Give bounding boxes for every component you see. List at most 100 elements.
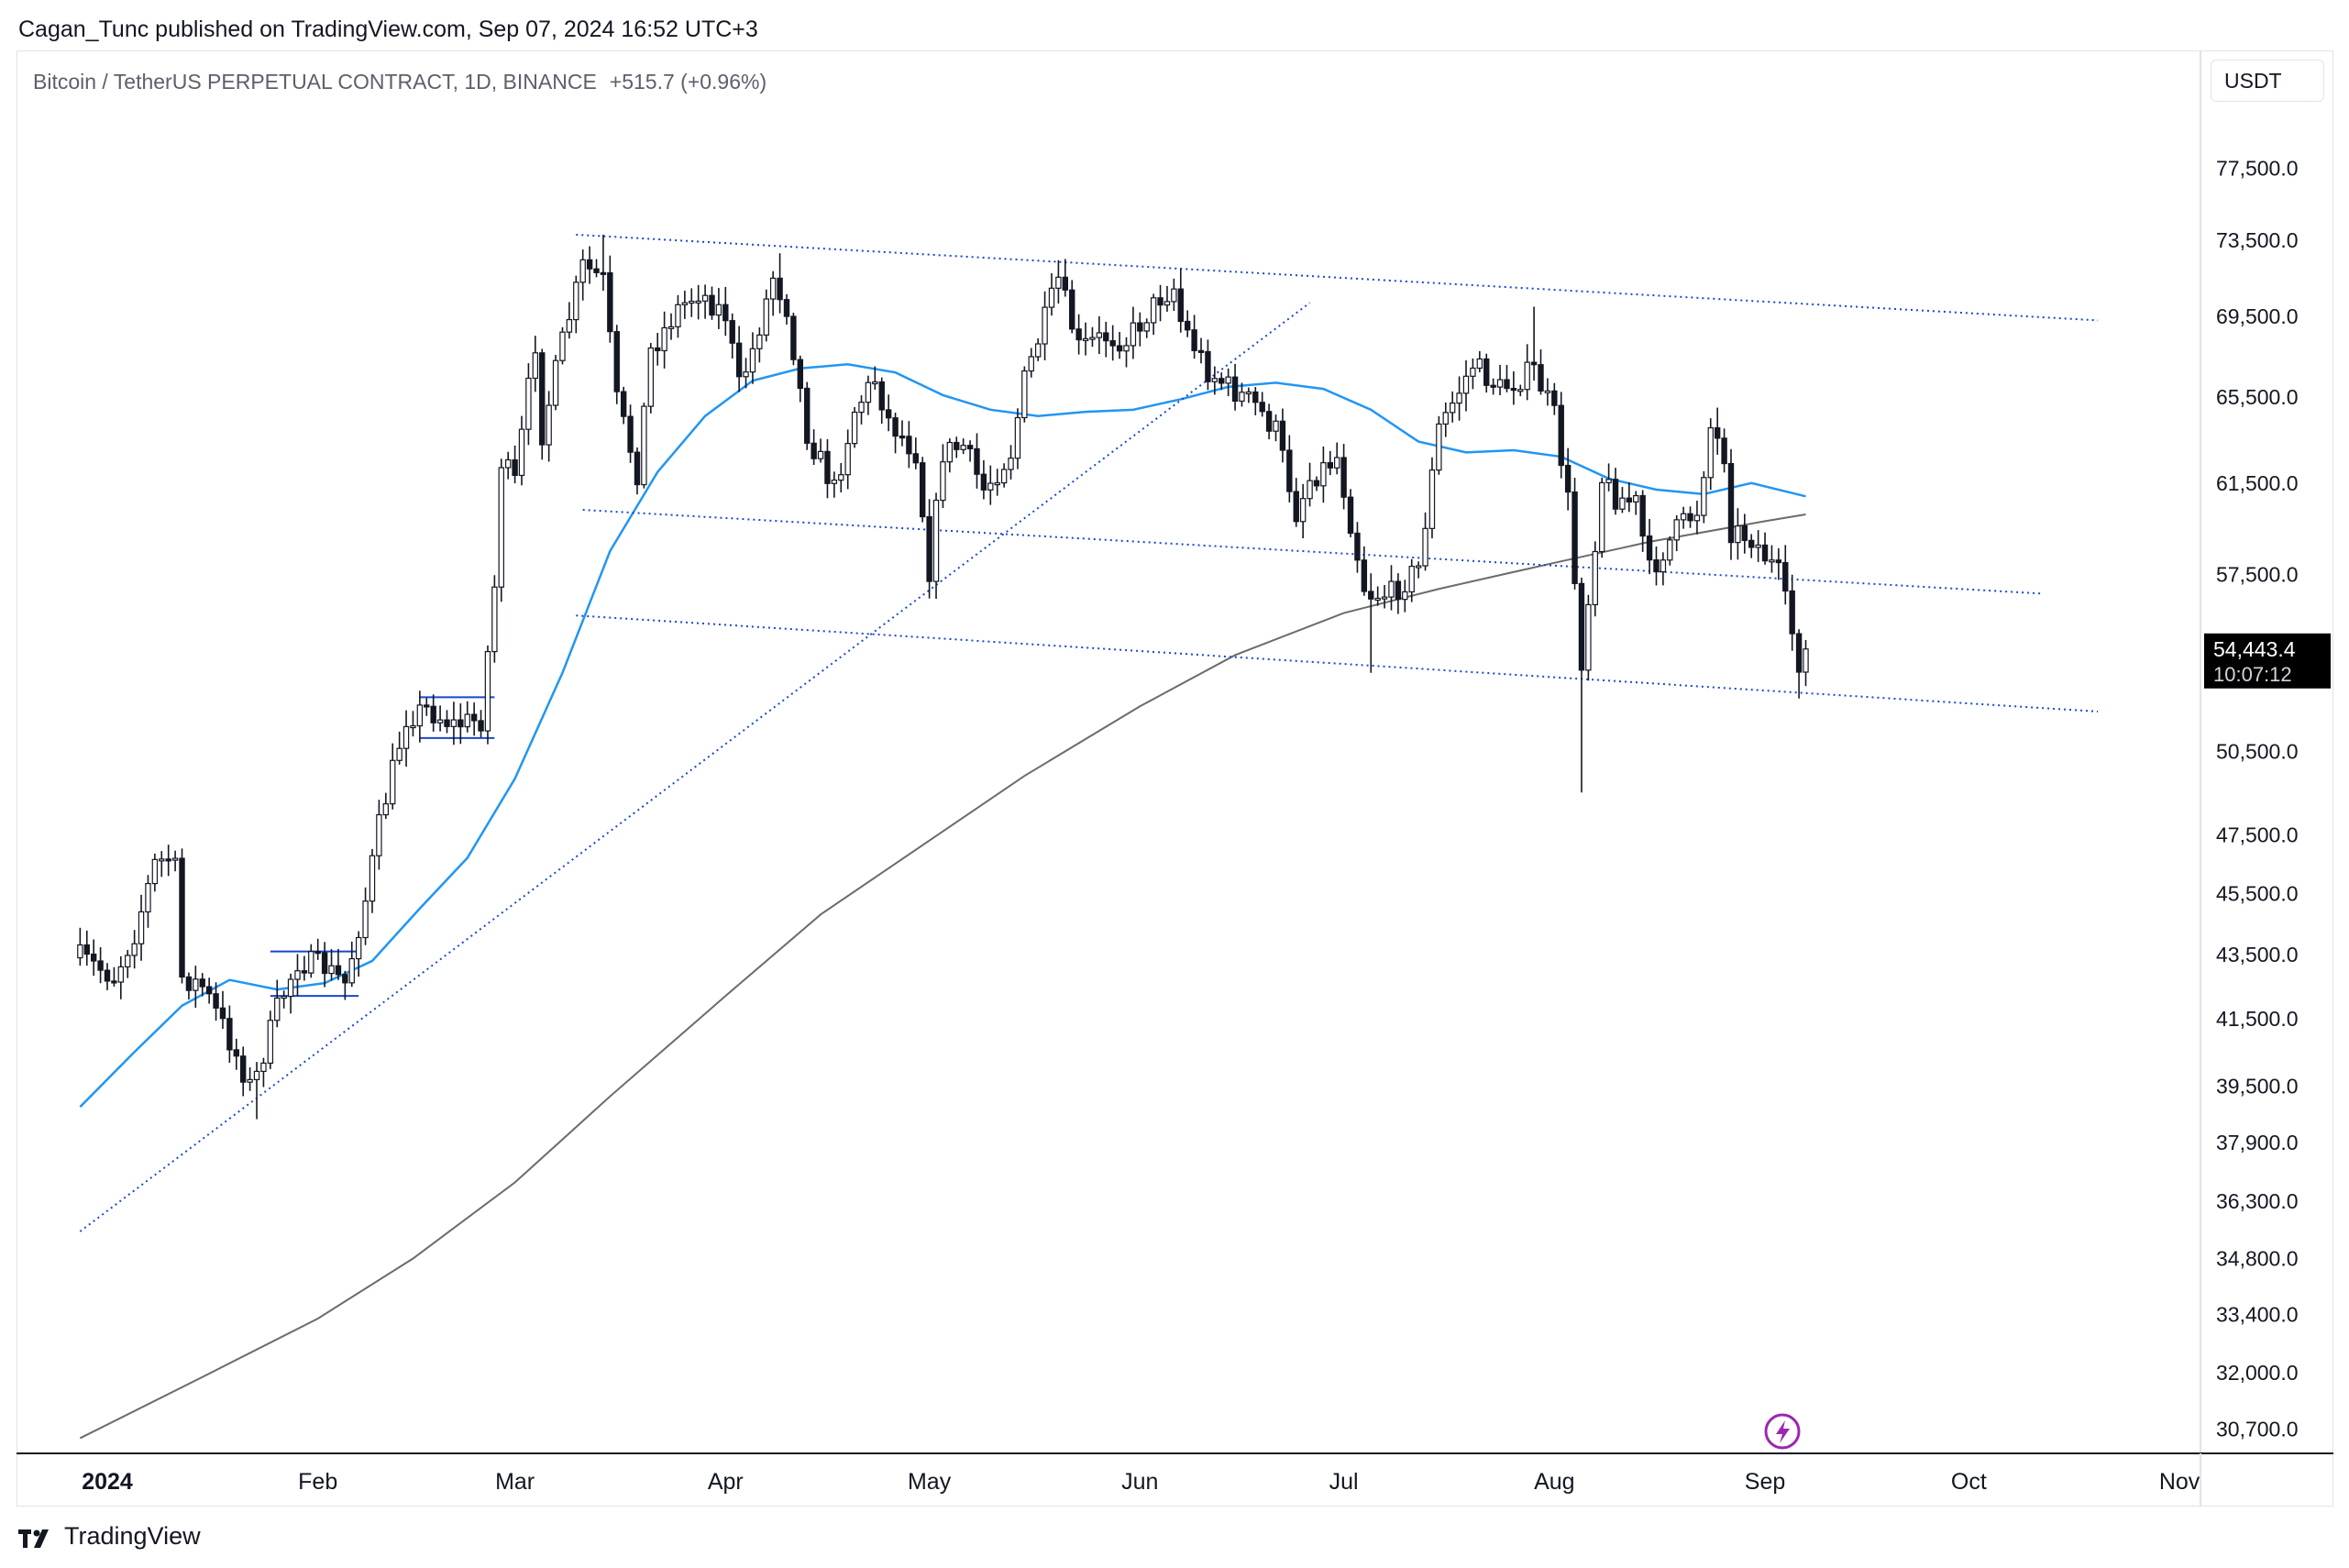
candle-down (607, 271, 613, 333)
candle-up (1299, 498, 1307, 523)
candle-down (1069, 289, 1075, 330)
candle-up (1660, 559, 1667, 573)
price-tick-label: 33,400.0 (2216, 1303, 2299, 1327)
candle-up (1619, 497, 1626, 510)
candle-up (756, 334, 763, 349)
time-tick-label: Feb (298, 1469, 337, 1495)
candle-down (179, 857, 185, 978)
price-tick-label: 41,500.0 (2216, 1007, 2299, 1031)
candle-down (321, 952, 328, 975)
candle-up (247, 1078, 253, 1083)
candle-up (396, 747, 403, 761)
candle-up (1089, 337, 1096, 340)
candle-down (1286, 449, 1293, 492)
candle-up (1633, 494, 1639, 502)
candle-up (1021, 370, 1028, 419)
candle-down (824, 450, 831, 484)
candle-down (1340, 457, 1347, 498)
candle-down (1293, 491, 1299, 523)
candle-up (1470, 367, 1476, 377)
candle-up (348, 957, 355, 984)
candle-up (1517, 389, 1524, 392)
candle-down (620, 391, 627, 417)
price-tick-label: 32,000.0 (2216, 1361, 2299, 1385)
candle-down (655, 347, 661, 352)
candle-down (1361, 559, 1368, 592)
candle-up (382, 803, 390, 816)
price-tick-label: 39,500.0 (2216, 1074, 2299, 1098)
time-tick-label: Mar (495, 1469, 535, 1495)
candle-down (804, 387, 811, 444)
candle-down (1795, 633, 1803, 673)
price-tick-label: 43,500.0 (2216, 943, 2299, 966)
candle-up (546, 404, 552, 446)
candle-down (1578, 582, 1585, 671)
candle-down (165, 858, 171, 862)
time-tick-label: Jul (1329, 1469, 1359, 1495)
candle-up (193, 978, 199, 991)
candle-down (219, 1007, 226, 1020)
candle-down (1504, 379, 1510, 390)
candle-up (1680, 513, 1687, 521)
candle-up (125, 955, 131, 967)
candle-up (1476, 358, 1483, 370)
candle-up (410, 724, 416, 729)
candle-up (858, 402, 865, 414)
candle-down (1075, 328, 1082, 341)
price-tick-label: 34,800.0 (2216, 1247, 2299, 1271)
candle-up (491, 586, 498, 653)
candle-up (681, 302, 689, 305)
candle-up (1673, 519, 1680, 541)
candle-down (1490, 384, 1496, 388)
candle-up (1667, 539, 1673, 561)
candle-down (199, 978, 205, 988)
candle-up (1034, 343, 1042, 358)
candle-up (253, 1070, 260, 1080)
candle-down (600, 271, 607, 275)
candle-up (1334, 457, 1340, 469)
candle-up (138, 911, 145, 944)
candle-up (946, 441, 954, 463)
candle-up (504, 458, 512, 469)
candle-down (1653, 559, 1660, 573)
candle-down (1775, 559, 1782, 564)
time-tick-label: May (908, 1469, 952, 1495)
candle-down (1354, 532, 1361, 561)
candle-up (831, 480, 838, 484)
candle-down (1551, 390, 1558, 406)
candle-down (912, 453, 919, 464)
candle-up (416, 704, 424, 727)
candle-down (233, 1049, 239, 1057)
candle-down (1219, 378, 1225, 384)
candle-up (1605, 479, 1612, 484)
candle-down (919, 462, 926, 518)
candle-down (1564, 464, 1572, 493)
currency-button[interactable]: USDT (2211, 60, 2324, 102)
candle-up (865, 381, 872, 403)
candle-down (90, 953, 97, 962)
candle-down (1483, 358, 1490, 386)
price-tick-label: 69,500.0 (2216, 304, 2299, 328)
candle-up (1055, 276, 1062, 289)
candle-down (1205, 350, 1211, 382)
candle-up (1415, 565, 1422, 569)
candle-up (450, 719, 458, 727)
price-change: +515.7 (+0.96%) (609, 70, 767, 94)
candle-up (267, 1020, 274, 1065)
candle-down (301, 970, 308, 974)
candle-up (1402, 591, 1408, 601)
candle-down (980, 473, 987, 491)
candle-down (892, 417, 899, 437)
candle-up (1014, 416, 1021, 459)
candle-down (1748, 539, 1755, 548)
candle-down (1646, 535, 1653, 561)
candle-up (769, 277, 777, 300)
candle-up (1769, 559, 1775, 563)
candle-down (1727, 462, 1735, 544)
price-tick-label: 47,500.0 (2216, 823, 2299, 846)
candle-down (1558, 404, 1564, 467)
candle-down (240, 1055, 247, 1083)
tradingview-name: TradingView (64, 1522, 201, 1550)
candle-up (484, 651, 491, 732)
